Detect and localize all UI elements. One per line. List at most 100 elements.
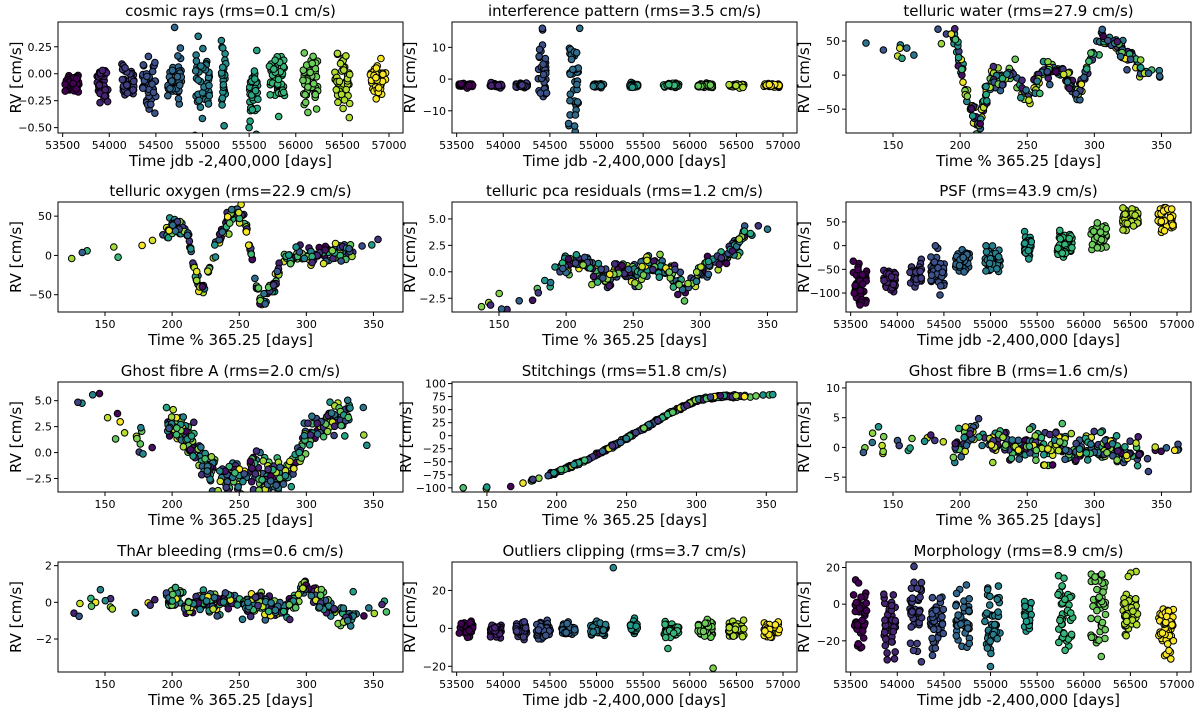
panel-10: ThAr bleeding (rms=0.6 cm/s)150 200 250 300… bbox=[7, 542, 404, 709]
data-point bbox=[982, 248, 991, 256]
data-point bbox=[632, 622, 641, 631]
data-point bbox=[1097, 570, 1106, 579]
x-tick-label: 300 bbox=[1084, 139, 1105, 152]
data-point bbox=[879, 447, 888, 456]
data-point bbox=[192, 57, 201, 65]
data-point bbox=[566, 90, 575, 98]
data-point bbox=[308, 412, 316, 421]
data-point bbox=[1170, 446, 1179, 455]
data-point bbox=[974, 414, 983, 423]
data-point bbox=[252, 447, 261, 455]
x-tick-label: 350 bbox=[756, 498, 777, 511]
data-points bbox=[849, 562, 1178, 671]
x-axis-label: Time % 365.25 [days] bbox=[935, 152, 1101, 170]
data-point bbox=[1054, 590, 1062, 599]
data-point bbox=[220, 122, 228, 130]
data-point bbox=[76, 599, 84, 608]
data-point bbox=[729, 632, 738, 640]
x-tick-label: 150 bbox=[488, 318, 509, 331]
data-point bbox=[192, 51, 200, 59]
x-tick-label: 200 bbox=[950, 498, 971, 511]
y-tick-label: −50 bbox=[29, 289, 52, 302]
data-point bbox=[564, 119, 573, 128]
data-point bbox=[1095, 593, 1103, 602]
data-point bbox=[597, 265, 606, 274]
panel-4: telluric oxygen (rms=22.9 cm/s)150 200 250… bbox=[7, 182, 404, 349]
data-point bbox=[219, 598, 228, 606]
data-point bbox=[271, 56, 279, 65]
data-point bbox=[599, 626, 608, 634]
data-point bbox=[1017, 93, 1025, 102]
y-axis-label: RV [cm/s] bbox=[7, 581, 25, 653]
data-point bbox=[738, 632, 747, 641]
data-point bbox=[345, 70, 354, 79]
data-point bbox=[309, 79, 318, 88]
data-point bbox=[194, 76, 202, 84]
data-point bbox=[564, 255, 573, 263]
data-point bbox=[1061, 646, 1069, 655]
x-axis-label: Time jdb -2,400,000 [days] bbox=[916, 331, 1120, 349]
data-point bbox=[1087, 49, 1095, 57]
data-point bbox=[593, 278, 602, 286]
data-point bbox=[330, 431, 338, 440]
data-point bbox=[327, 409, 336, 417]
y-axis-label: RV [cm/s] bbox=[401, 221, 419, 293]
axes-frame bbox=[451, 381, 798, 493]
axes-frame bbox=[57, 201, 404, 313]
data-point bbox=[665, 268, 674, 276]
data-point bbox=[276, 463, 284, 472]
data-point bbox=[202, 597, 211, 605]
data-point bbox=[891, 648, 900, 656]
data-point bbox=[960, 433, 969, 442]
data-point bbox=[692, 268, 701, 276]
data-point bbox=[281, 471, 290, 480]
data-point bbox=[138, 241, 146, 250]
data-point bbox=[110, 243, 118, 251]
x-tick-label: 54000 bbox=[486, 678, 521, 691]
y-tick-label: −100 bbox=[810, 287, 840, 300]
data-point bbox=[683, 401, 691, 410]
axes-frame bbox=[451, 21, 798, 134]
data-point bbox=[342, 52, 350, 60]
data-point bbox=[1114, 447, 1122, 455]
data-point bbox=[1136, 56, 1145, 64]
data-point bbox=[477, 302, 486, 311]
data-point bbox=[201, 455, 209, 463]
data-point bbox=[951, 25, 959, 33]
data-point bbox=[300, 431, 309, 440]
data-point bbox=[665, 80, 673, 89]
data-point bbox=[306, 68, 315, 77]
data-point bbox=[339, 104, 347, 113]
data-point bbox=[624, 265, 633, 274]
data-point bbox=[1083, 65, 1091, 73]
data-point bbox=[1102, 224, 1111, 233]
data-point bbox=[891, 616, 900, 625]
data-point bbox=[851, 281, 859, 290]
data-point bbox=[967, 105, 976, 113]
data-point bbox=[231, 469, 239, 477]
x-tick-label: 350 bbox=[1151, 139, 1172, 152]
x-axis-label: Time jdb -2,400,000 [days] bbox=[522, 691, 726, 709]
data-point bbox=[1119, 204, 1127, 212]
data-point bbox=[116, 418, 124, 426]
data-point bbox=[244, 241, 253, 249]
data-point bbox=[608, 442, 617, 450]
data-point bbox=[849, 591, 858, 599]
data-point bbox=[172, 430, 181, 439]
data-point bbox=[609, 563, 618, 572]
y-tick-label: −50 bbox=[817, 263, 840, 276]
data-point bbox=[328, 246, 337, 255]
data-point bbox=[209, 605, 217, 613]
data-point bbox=[131, 608, 139, 617]
data-point bbox=[457, 80, 465, 88]
y-axis-label: RV [cm/s] bbox=[7, 401, 25, 473]
data-point bbox=[251, 274, 259, 283]
data-points bbox=[74, 389, 371, 492]
data-point bbox=[859, 448, 868, 457]
x-axis-label: Time % 365.25 [days] bbox=[147, 331, 313, 349]
x-tick-label: 55500 bbox=[626, 678, 661, 691]
data-point bbox=[931, 436, 939, 445]
data-points bbox=[61, 23, 390, 133]
data-point bbox=[166, 84, 174, 93]
data-point bbox=[858, 616, 867, 625]
